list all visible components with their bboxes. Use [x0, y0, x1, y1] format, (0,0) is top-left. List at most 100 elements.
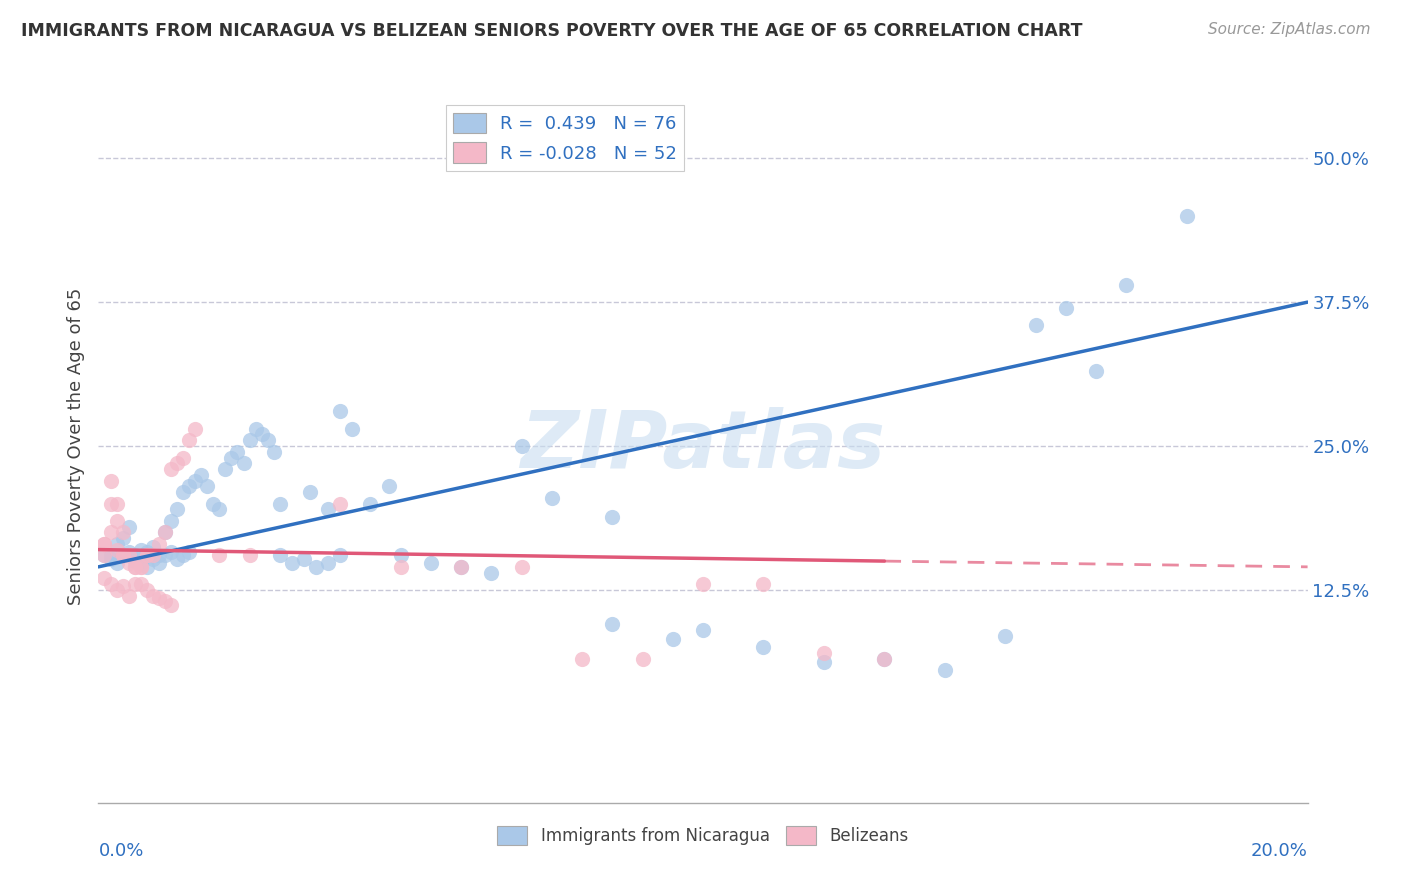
Point	[172, 485, 194, 500]
Point	[208, 549, 231, 563]
Legend: Immigrants from Nicaragua, Belizeans: Immigrants from Nicaragua, Belizeans	[491, 819, 915, 852]
Point	[316, 557, 339, 571]
Point	[129, 559, 152, 574]
Point	[153, 549, 176, 563]
Point	[510, 439, 533, 453]
Point	[873, 652, 896, 666]
Point	[124, 559, 146, 574]
Point	[153, 525, 176, 540]
Point	[184, 474, 207, 488]
Point	[135, 549, 157, 563]
Point	[813, 656, 835, 670]
Point	[190, 467, 212, 482]
Point	[179, 479, 201, 493]
Point	[111, 531, 134, 545]
Point	[316, 502, 339, 516]
Point	[1115, 277, 1137, 292]
Point	[1085, 364, 1108, 378]
Point	[148, 591, 170, 605]
Point	[692, 577, 714, 591]
Point	[105, 582, 128, 597]
Point	[111, 525, 134, 540]
Point	[377, 479, 399, 493]
Point	[93, 537, 115, 551]
Point	[142, 551, 165, 566]
Point	[142, 549, 165, 563]
Point	[342, 422, 364, 436]
Point	[602, 617, 624, 632]
Point	[172, 549, 194, 563]
Point	[195, 479, 218, 493]
Text: Source: ZipAtlas.com: Source: ZipAtlas.com	[1208, 22, 1371, 37]
Point	[208, 502, 231, 516]
Point	[420, 557, 443, 571]
Point	[129, 577, 152, 591]
Point	[184, 422, 207, 436]
Point	[172, 450, 194, 465]
Point	[360, 497, 382, 511]
Point	[118, 519, 141, 533]
Point	[179, 545, 201, 559]
Point	[232, 456, 254, 470]
Point	[661, 632, 683, 647]
Point	[256, 434, 278, 448]
Point	[118, 557, 141, 571]
Point	[281, 557, 304, 571]
Point	[111, 549, 134, 563]
Point	[329, 404, 352, 418]
Point	[153, 594, 176, 608]
Point	[105, 537, 128, 551]
Point	[124, 554, 146, 568]
Point	[148, 537, 170, 551]
Y-axis label: Seniors Poverty Over the Age of 65: Seniors Poverty Over the Age of 65	[66, 287, 84, 605]
Point	[994, 629, 1017, 643]
Point	[129, 542, 152, 557]
Point	[142, 589, 165, 603]
Point	[166, 502, 188, 516]
Point	[142, 541, 165, 555]
Point	[100, 551, 122, 566]
Point	[118, 545, 141, 559]
Point	[153, 525, 176, 540]
Point	[105, 542, 128, 557]
Point	[239, 434, 262, 448]
Point	[179, 434, 201, 448]
Point	[124, 577, 146, 591]
Point	[93, 537, 115, 551]
Point	[166, 551, 188, 566]
Point	[1054, 301, 1077, 315]
Point	[214, 462, 236, 476]
Point	[389, 559, 412, 574]
Point	[100, 549, 122, 563]
Point	[305, 559, 328, 574]
Point	[263, 444, 285, 458]
Point	[100, 577, 122, 591]
Point	[692, 623, 714, 637]
Point	[160, 545, 183, 559]
Point	[93, 549, 115, 563]
Point	[160, 462, 183, 476]
Point	[135, 545, 157, 559]
Point	[118, 589, 141, 603]
Point	[124, 549, 146, 563]
Point	[124, 559, 146, 574]
Point	[148, 557, 170, 571]
Point	[118, 549, 141, 563]
Point	[111, 549, 134, 563]
Point	[105, 557, 128, 571]
Point	[100, 525, 122, 540]
Point	[166, 456, 188, 470]
Point	[269, 497, 291, 511]
Point	[602, 510, 624, 524]
Point	[752, 577, 775, 591]
Text: IMMIGRANTS FROM NICARAGUA VS BELIZEAN SENIORS POVERTY OVER THE AGE OF 65 CORRELA: IMMIGRANTS FROM NICARAGUA VS BELIZEAN SE…	[21, 22, 1083, 40]
Point	[752, 640, 775, 655]
Point	[239, 549, 262, 563]
Point	[1175, 209, 1198, 223]
Point	[135, 582, 157, 597]
Point	[1024, 318, 1046, 333]
Point	[813, 646, 835, 660]
Point	[450, 559, 472, 574]
Point	[269, 549, 291, 563]
Point	[631, 652, 654, 666]
